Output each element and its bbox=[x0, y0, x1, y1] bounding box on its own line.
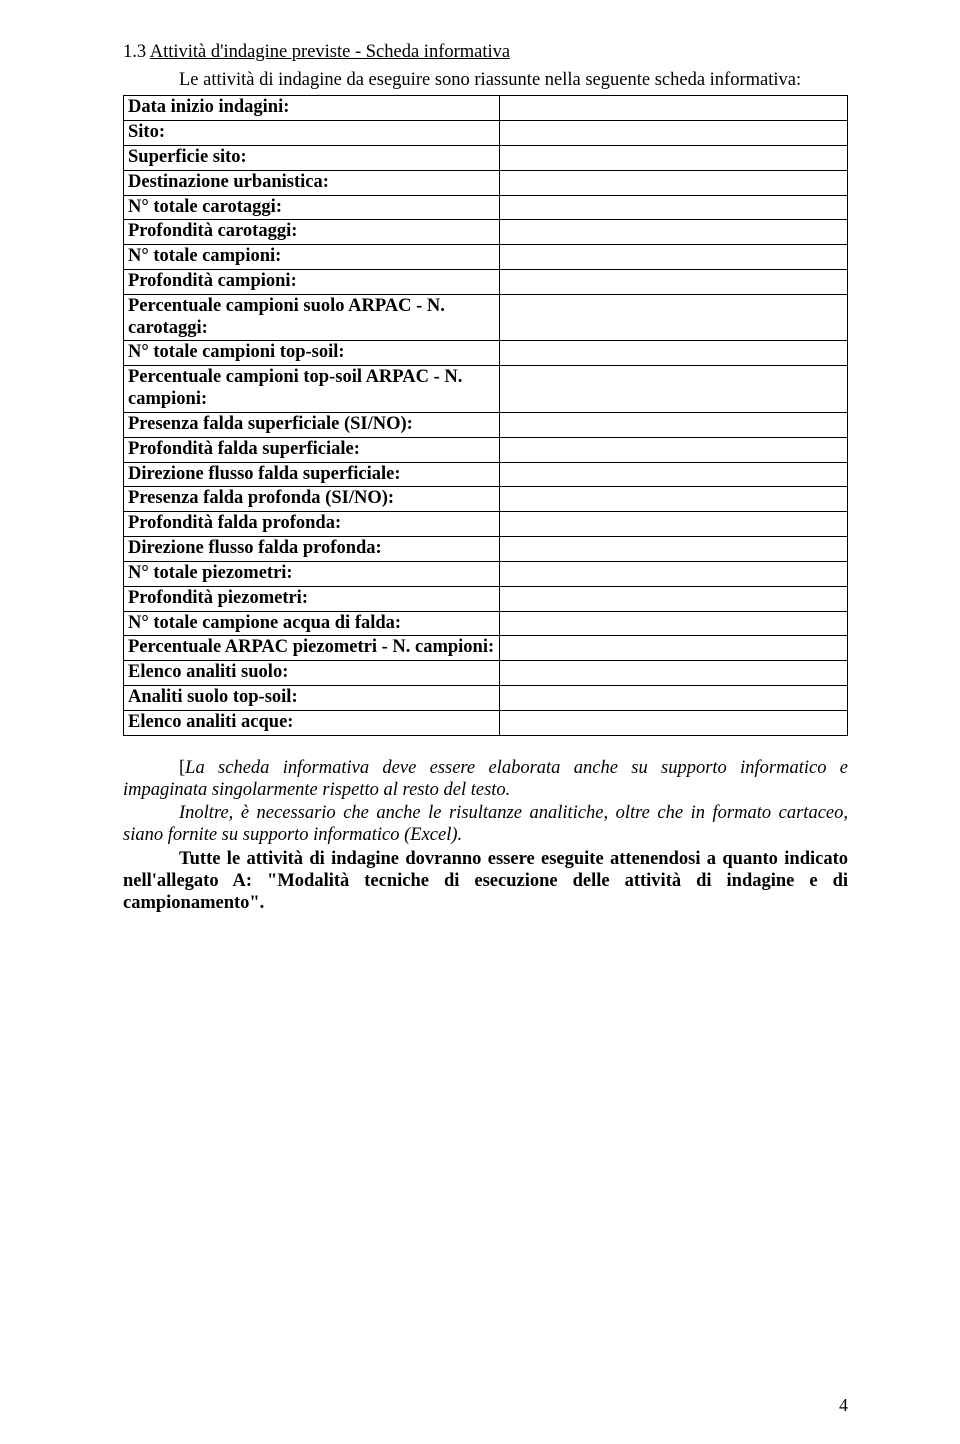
table-row: Percentuale campioni suolo ARPAC - N. ca… bbox=[124, 294, 848, 341]
table-row: Destinazione urbanistica: bbox=[124, 170, 848, 195]
table-row: N° totale campioni: bbox=[124, 245, 848, 270]
row-value bbox=[500, 636, 848, 661]
row-value bbox=[500, 686, 848, 711]
row-value bbox=[500, 561, 848, 586]
row-value bbox=[500, 96, 848, 121]
row-label: N° totale carotaggi: bbox=[124, 195, 500, 220]
row-label: Analiti suolo top-soil: bbox=[124, 686, 500, 711]
row-label: Percentuale campioni top-soil ARPAC - N.… bbox=[124, 366, 500, 413]
row-label: Data inizio indagini: bbox=[124, 96, 500, 121]
table-row: Direzione flusso falda superficiale: bbox=[124, 462, 848, 487]
row-label: N° totale campioni: bbox=[124, 245, 500, 270]
table-row: Presenza falda superficiale (SI/NO): bbox=[124, 412, 848, 437]
row-value bbox=[500, 366, 848, 413]
row-value bbox=[500, 412, 848, 437]
row-value bbox=[500, 710, 848, 735]
table-row: Elenco analiti suolo: bbox=[124, 661, 848, 686]
table-row: Profondità campioni: bbox=[124, 269, 848, 294]
row-value bbox=[500, 121, 848, 146]
table-row: Analiti suolo top-soil: bbox=[124, 686, 848, 711]
table-row: Presenza falda profonda (SI/NO): bbox=[124, 487, 848, 512]
table-row: N° totale piezometri: bbox=[124, 561, 848, 586]
row-label: Elenco analiti suolo: bbox=[124, 661, 500, 686]
table-row: Elenco analiti acque: bbox=[124, 710, 848, 735]
paragraph-2: Inoltre, è necessario che anche le risul… bbox=[123, 803, 848, 847]
row-label: Percentuale campioni suolo ARPAC - N. ca… bbox=[124, 294, 500, 341]
row-label: Presenza falda profonda (SI/NO): bbox=[124, 487, 500, 512]
row-label: Percentuale ARPAC piezometri - N. campio… bbox=[124, 636, 500, 661]
row-value bbox=[500, 245, 848, 270]
table-row: Superficie sito: bbox=[124, 145, 848, 170]
row-label: N° totale campione acqua di falda: bbox=[124, 611, 500, 636]
row-value bbox=[500, 462, 848, 487]
row-label: Destinazione urbanistica: bbox=[124, 170, 500, 195]
heading-underlined: Attività d'indagine previste - Scheda in… bbox=[150, 42, 510, 62]
row-label: Profondità campioni: bbox=[124, 269, 500, 294]
table-row: Sito: bbox=[124, 121, 848, 146]
row-value bbox=[500, 220, 848, 245]
row-label: Profondità falda profonda: bbox=[124, 512, 500, 537]
row-label: Profondità piezometri: bbox=[124, 586, 500, 611]
table-row: N° totale campioni top-soil: bbox=[124, 341, 848, 366]
table-row: Profondità carotaggi: bbox=[124, 220, 848, 245]
row-value bbox=[500, 269, 848, 294]
row-label: Direzione flusso falda superficiale: bbox=[124, 462, 500, 487]
row-label: Profondità carotaggi: bbox=[124, 220, 500, 245]
table-row: Direzione flusso falda profonda: bbox=[124, 537, 848, 562]
row-value bbox=[500, 170, 848, 195]
row-value bbox=[500, 437, 848, 462]
row-value bbox=[500, 487, 848, 512]
row-label: Superficie sito: bbox=[124, 145, 500, 170]
table-row: Data inizio indagini: bbox=[124, 96, 848, 121]
table-row: Percentuale ARPAC piezometri - N. campio… bbox=[124, 636, 848, 661]
row-value bbox=[500, 512, 848, 537]
row-value bbox=[500, 611, 848, 636]
table-row: Profondità falda superficiale: bbox=[124, 437, 848, 462]
page-number: 4 bbox=[839, 1395, 848, 1416]
paragraph-3: Tutte le attività di indagine dovranno e… bbox=[123, 849, 848, 914]
row-value bbox=[500, 195, 848, 220]
table-row: N° totale campione acqua di falda: bbox=[124, 611, 848, 636]
table-row: Profondità falda profonda: bbox=[124, 512, 848, 537]
row-value bbox=[500, 537, 848, 562]
row-label: Elenco analiti acque: bbox=[124, 710, 500, 735]
row-label: N° totale campioni top-soil: bbox=[124, 341, 500, 366]
row-label: Profondità falda superficiale: bbox=[124, 437, 500, 462]
table-row: Percentuale campioni top-soil ARPAC - N.… bbox=[124, 366, 848, 413]
row-value bbox=[500, 586, 848, 611]
intro-text: Le attività di indagine da eseguire sono… bbox=[179, 69, 848, 91]
row-value bbox=[500, 294, 848, 341]
paragraph-1-text: La scheda informativa deve essere elabor… bbox=[123, 758, 848, 800]
section-heading: 1.3 Attività d'indagine previste - Sched… bbox=[123, 42, 848, 63]
table-row: N° totale carotaggi: bbox=[124, 195, 848, 220]
table-row: Profondità piezometri: bbox=[124, 586, 848, 611]
row-label: Presenza falda superficiale (SI/NO): bbox=[124, 412, 500, 437]
row-label: Direzione flusso falda profonda: bbox=[124, 537, 500, 562]
paragraph-1: [La scheda informativa deve essere elabo… bbox=[123, 758, 848, 802]
row-value bbox=[500, 145, 848, 170]
heading-prefix: 1.3 bbox=[123, 42, 150, 62]
row-value bbox=[500, 661, 848, 686]
row-label: N° totale piezometri: bbox=[124, 561, 500, 586]
form-table: Data inizio indagini: Sito: Superficie s… bbox=[123, 95, 848, 736]
row-value bbox=[500, 341, 848, 366]
row-label: Sito: bbox=[124, 121, 500, 146]
